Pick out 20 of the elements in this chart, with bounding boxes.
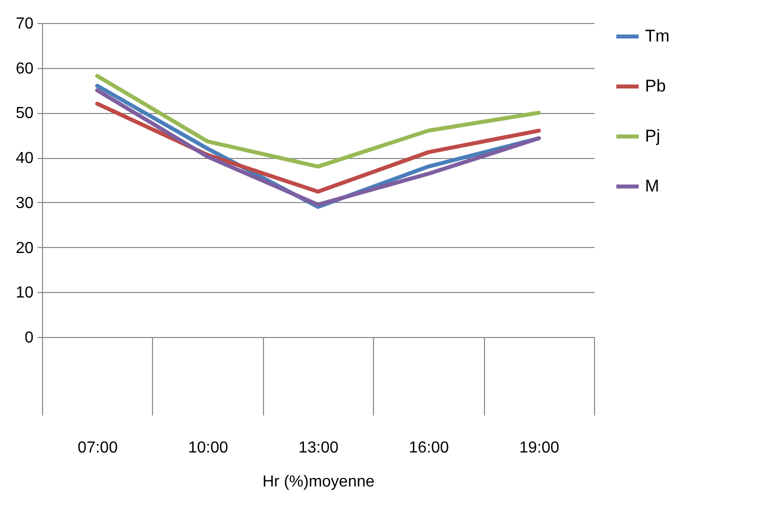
y-tick-label: 60	[16, 60, 34, 78]
x-tick-label: 13:00	[298, 440, 339, 456]
legend-label: M	[645, 176, 660, 196]
y-tick-label: 10	[16, 284, 34, 302]
x-axis-title: Hr (%)moyenne	[262, 474, 375, 490]
y-tick-label: 30	[16, 194, 34, 212]
line-series	[95, 74, 541, 169]
line-series	[95, 102, 541, 194]
x-tick-label: 16:00	[408, 440, 450, 456]
x-tick-label: 19:00	[519, 440, 560, 456]
y-tick-label: 50	[16, 105, 34, 122]
y-tick-label: 0	[24, 330, 34, 346]
legend-label: Pj	[645, 126, 660, 146]
legend-label: Tm	[645, 26, 670, 46]
y-tick-label: 70	[16, 16, 34, 32]
x-tick-label: 07:00	[78, 440, 118, 456]
y-tick-label: 20	[16, 240, 34, 257]
x-tick-label: 10:00	[188, 440, 228, 456]
legend-label: Pb	[645, 76, 666, 96]
y-tick-label: 40	[16, 150, 34, 168]
